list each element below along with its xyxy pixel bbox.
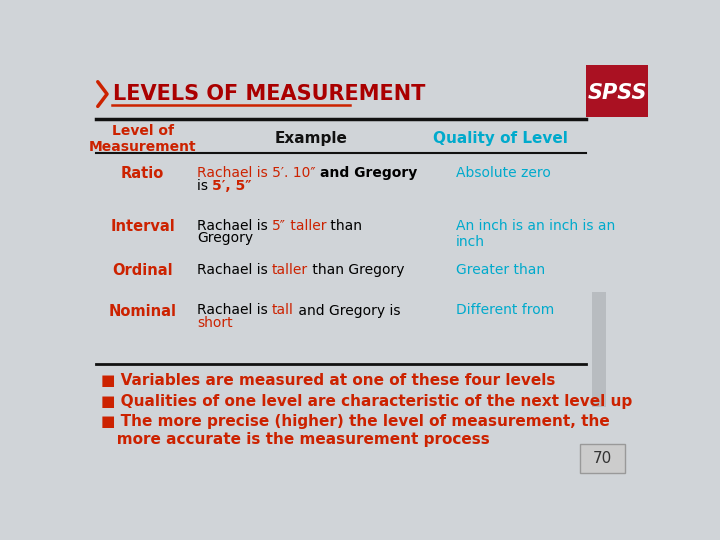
Text: Ordinal: Ordinal bbox=[112, 264, 173, 279]
Text: tall: tall bbox=[272, 303, 294, 318]
Text: Example: Example bbox=[274, 131, 347, 146]
Text: Rachael is: Rachael is bbox=[197, 264, 272, 278]
Text: Different from: Different from bbox=[456, 303, 554, 318]
Text: Gregory: Gregory bbox=[197, 231, 253, 245]
Text: 70: 70 bbox=[593, 451, 612, 466]
Text: Greater than: Greater than bbox=[456, 264, 545, 278]
Text: than: than bbox=[326, 219, 362, 233]
Text: than Gregory: than Gregory bbox=[308, 264, 405, 278]
Text: Quality of Level: Quality of Level bbox=[433, 131, 568, 146]
Text: short: short bbox=[197, 316, 233, 330]
Text: ■ Variables are measured at one of these four levels: ■ Variables are measured at one of these… bbox=[101, 373, 555, 388]
Text: Rachael is: Rachael is bbox=[197, 303, 272, 318]
Text: Absolute zero: Absolute zero bbox=[456, 166, 551, 180]
Text: and Gregory: and Gregory bbox=[320, 166, 417, 180]
Text: SPSS: SPSS bbox=[588, 83, 647, 103]
Text: Nominal: Nominal bbox=[109, 303, 176, 319]
Text: An inch is an inch is an
inch: An inch is an inch is an inch bbox=[456, 219, 615, 249]
Text: taller: taller bbox=[272, 264, 308, 278]
Text: ■ Qualities of one level are characteristic of the next level up: ■ Qualities of one level are characteris… bbox=[101, 394, 632, 409]
Text: Rachael is: Rachael is bbox=[197, 219, 272, 233]
Text: Rachael is 5′. 10″: Rachael is 5′. 10″ bbox=[197, 166, 320, 180]
Text: Ratio: Ratio bbox=[121, 166, 164, 181]
Text: and Gregory is: and Gregory is bbox=[294, 303, 400, 318]
Text: 5′, 5″: 5′, 5″ bbox=[212, 179, 252, 193]
Bar bbox=[586, 65, 648, 117]
Text: Interval: Interval bbox=[110, 219, 175, 234]
Text: LEVELS OF MEASUREMENT: LEVELS OF MEASUREMENT bbox=[113, 84, 426, 104]
Bar bbox=[580, 444, 625, 473]
Text: ■ The more precise (higher) the level of measurement, the
   more accurate is th: ■ The more precise (higher) the level of… bbox=[101, 414, 610, 447]
Text: 5″: 5″ bbox=[272, 219, 286, 233]
Text: taller: taller bbox=[286, 219, 326, 233]
Text: is: is bbox=[197, 179, 212, 193]
Text: Level of
Measurement: Level of Measurement bbox=[89, 124, 197, 154]
Bar bbox=[593, 292, 606, 408]
